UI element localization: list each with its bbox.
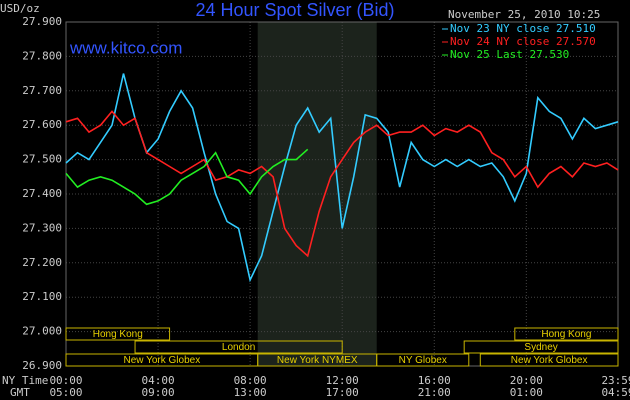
x2-tick-label: 21:00 xyxy=(418,386,451,399)
legend-entry: Nov 24 NY close 27.570 xyxy=(450,35,596,48)
y-tick-label: 27.900 xyxy=(22,15,62,28)
x2-tick-label: 13:00 xyxy=(234,386,267,399)
market-label: Hong Kong xyxy=(541,329,591,340)
market-bar xyxy=(479,353,619,367)
unit-label: USD/oz xyxy=(0,2,40,15)
y-tick-label: 26.900 xyxy=(22,359,62,372)
market-label: Sydney xyxy=(524,342,557,353)
x2-tick-label: 04:59 xyxy=(601,386,630,399)
market-bar xyxy=(65,327,171,341)
market-label: New York Globex xyxy=(511,355,588,366)
x2-axis-label: GMT xyxy=(10,386,30,399)
y-tick-label: 27.300 xyxy=(22,221,62,234)
y-tick-label: 27.000 xyxy=(22,325,62,338)
market-bar xyxy=(463,340,619,354)
x-tick-label: 20:00 xyxy=(510,374,543,387)
chart-title: 24 Hour Spot Silver (Bid) xyxy=(195,0,394,20)
session-shade xyxy=(257,22,377,366)
y-tick-label: 27.600 xyxy=(22,118,62,131)
x2-tick-label: 01:00 xyxy=(510,386,543,399)
series-line xyxy=(65,148,309,206)
x-tick-label: 08:00 xyxy=(234,374,267,387)
market-bar xyxy=(514,327,619,341)
timestamp: November 25, 2010 10:25 xyxy=(448,8,600,21)
x2-tick-label: 17:00 xyxy=(326,386,359,399)
legend-entry: Nov 25 Last 27.530 xyxy=(450,48,569,61)
market-label: London xyxy=(222,342,255,353)
market-label: Hong Kong xyxy=(93,329,143,340)
market-bar xyxy=(376,353,470,367)
legend-entry: Nov 23 NY close 27.510 xyxy=(450,22,596,35)
x-tick-label: 00:00 xyxy=(49,374,82,387)
x-axis-label: NY Time xyxy=(2,374,48,387)
y-tick-label: 27.400 xyxy=(22,187,62,200)
x-tick-label: 04:00 xyxy=(142,374,175,387)
y-tick-label: 27.100 xyxy=(22,290,62,303)
x-tick-label: 23:59 xyxy=(601,374,630,387)
series-line xyxy=(65,110,619,258)
x-tick-label: 16:00 xyxy=(418,374,451,387)
market-label: NY Globex xyxy=(399,355,447,366)
y-tick-label: 27.700 xyxy=(22,84,62,97)
site-label: www.kitco.com xyxy=(69,38,182,57)
x2-tick-label: 09:00 xyxy=(142,386,175,399)
market-bar xyxy=(134,340,343,354)
market-label: New York NYMEX xyxy=(277,355,358,366)
y-tick-label: 27.200 xyxy=(22,256,62,269)
y-tick-label: 27.800 xyxy=(22,49,62,62)
market-label: New York Globex xyxy=(124,355,201,366)
y-tick-label: 27.500 xyxy=(22,153,62,166)
x2-tick-label: 05:00 xyxy=(49,386,82,399)
x-tick-label: 12:00 xyxy=(326,374,359,387)
series-line xyxy=(65,73,619,283)
